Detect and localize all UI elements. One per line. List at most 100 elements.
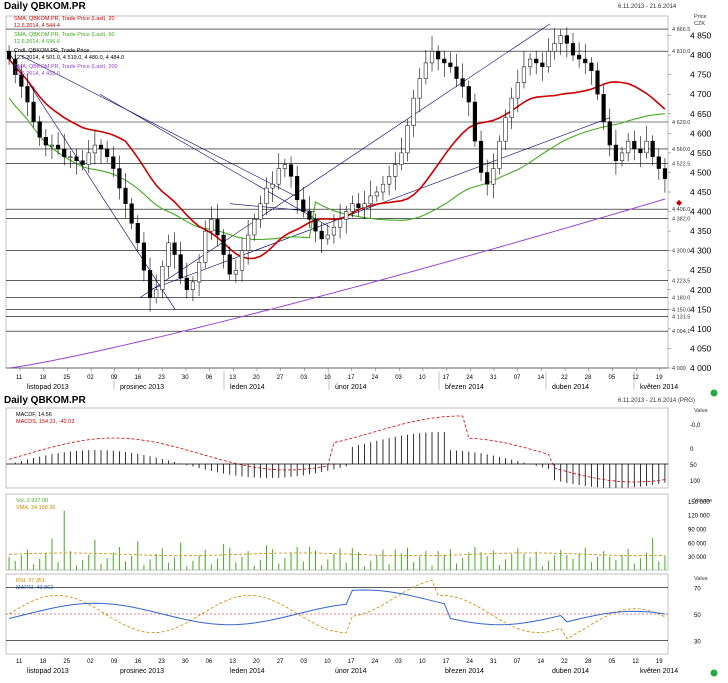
rsi-x-tick-label: 12 (632, 659, 639, 665)
rsi-x-tick-label: 10 (324, 659, 331, 665)
candle-down (319, 230, 324, 240)
rsi-line (8, 579, 666, 640)
y-tick-label: 4 700 (690, 89, 712, 99)
rsi-x-tick-label: 23 (158, 659, 165, 665)
candle-down (564, 35, 569, 44)
rsi-x-tick-label: 27 (277, 659, 284, 665)
month-label: prosinec 2013 (120, 384, 164, 391)
candle-up (509, 97, 514, 118)
rsi-x-tick-label: 17 (348, 659, 355, 665)
candle-down (650, 140, 655, 158)
candle-down (570, 43, 576, 56)
candle-down (454, 66, 459, 79)
macd-y-tick-label: 0 (690, 447, 694, 453)
candle-up (160, 266, 165, 291)
x-tick-label: 02 (87, 375, 94, 381)
candle-up (393, 164, 398, 177)
candle-up (546, 50, 551, 68)
price-level-label: 4 560.0 (672, 147, 690, 153)
rsi-x-tick-label: 19 (656, 659, 663, 665)
candle-down (534, 58, 539, 64)
price-chart[interactable]: 4 866.5 4 810.0 4 629.0 4 560.0 4 522.5 4 406… (0, 10, 728, 410)
candle-up (270, 183, 275, 189)
rsi-x-tick-label: 16 (135, 659, 142, 665)
month-label: květen 2014 (640, 384, 678, 391)
candle-down (221, 234, 226, 255)
price-level-label: 4 131.5 (672, 315, 690, 321)
price-axis-unit: Price (694, 14, 707, 20)
volume-axis-unit: Volume (694, 498, 712, 504)
y-tick-label: 4 350 (690, 226, 712, 236)
indicator-title: Daily QBKOM.PR (4, 395, 86, 406)
y-tick-label: 4 050 (690, 343, 712, 353)
candle-down (589, 62, 594, 72)
candle-down (129, 203, 134, 224)
y-tick-label: 4 300 (690, 246, 712, 256)
trend-line (229, 203, 316, 212)
candle-up (515, 82, 520, 99)
candle-up (166, 242, 171, 267)
rsi-y-tick-label: 30 (694, 640, 701, 646)
candle-down (6, 50, 12, 60)
y-tick-label: 4 450 (690, 187, 712, 197)
candle-up (521, 66, 527, 83)
candle-down (56, 144, 61, 150)
candle-up (331, 226, 337, 236)
price-level-label: 4 382.0 (672, 217, 690, 223)
candle-up (491, 168, 496, 185)
candle-down (43, 136, 48, 146)
rsi-x-tick-label: 13 (229, 659, 236, 665)
candle-up (233, 269, 238, 275)
rsi-x-tick-label: 03 (300, 659, 307, 665)
y-tick-label: 4 600 (690, 128, 712, 138)
macd-legend: MACDS, 154.31, -42.03 (16, 419, 74, 425)
candle-up (527, 58, 533, 68)
x-tick-label: 03 (300, 375, 307, 381)
candle-down (307, 211, 312, 220)
y-tick-label: 4 100 (690, 324, 712, 334)
candle-down (117, 168, 122, 189)
volume-sma-line (9, 552, 665, 557)
volume-plot-area (5, 493, 669, 571)
candle-down (436, 50, 441, 60)
rsi-x-tick-label: 14 (537, 659, 544, 665)
indicator-date-range: 6.11.2013 - 21.6.2014 (PRG) (618, 398, 695, 404)
candle-down (540, 62, 545, 68)
legend-value: 12.6.2014, 4 544.4 (14, 23, 60, 29)
candle-up (399, 152, 404, 165)
candle-up (350, 203, 355, 212)
x-tick-label: 23 (158, 375, 165, 381)
candle-down (577, 54, 582, 60)
rsi-x-tick-label: 06 (206, 659, 213, 665)
rsi-x-tick-label: 17 (443, 659, 450, 665)
candle-up (190, 281, 196, 291)
candle-up (258, 203, 263, 220)
x-tick-label: 19 (656, 375, 663, 381)
candle-down (19, 74, 24, 87)
candle-up (203, 230, 208, 263)
candle-down (178, 254, 183, 279)
candle-down (295, 176, 300, 201)
candle-down (62, 148, 67, 158)
x-tick-label: 31 (490, 375, 497, 381)
volume-y-tick-label: 150 000 (688, 500, 710, 506)
candle-up (325, 234, 330, 240)
candle-down (227, 254, 232, 275)
macd-axis-unit: Value (694, 408, 708, 414)
y-tick-label: 4 400 (690, 207, 712, 217)
y-tick-label: 4 500 (690, 167, 712, 177)
candle-down (656, 156, 661, 169)
rsi-x-tick-label: 28 (585, 659, 592, 665)
x-tick-label: 10 (419, 375, 426, 381)
legend-name: SMA, QBKOM.PR, Trade Price (Last), 20 (14, 16, 115, 22)
price-level-label: 4 300.0 (672, 249, 690, 255)
candle-down (25, 86, 30, 103)
candle-up (86, 152, 91, 165)
rsi-month-label: prosinec 2013 (120, 668, 164, 675)
candle-down (31, 101, 36, 122)
y-tick-label: 4 250 (690, 265, 712, 275)
sma200-line (9, 198, 666, 369)
